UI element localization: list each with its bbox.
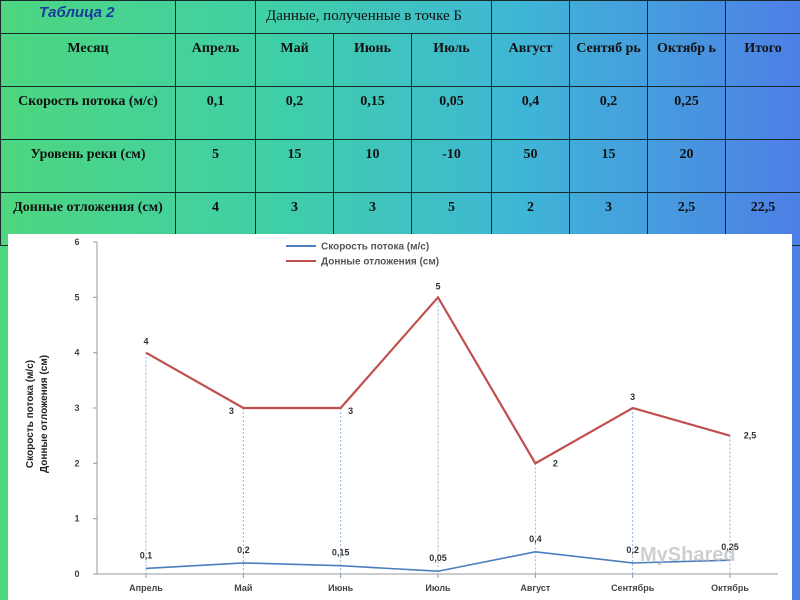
table-cell: 0,4	[491, 86, 571, 140]
y-axis-label: Скорость потока (м/с)	[25, 360, 36, 468]
data-label: 2,5	[744, 431, 757, 441]
table-cell: 0,15	[333, 86, 412, 140]
table-cell: 15	[255, 139, 334, 193]
table-row: Скорость потока (м/с) 0,1 0,2 0,15 0,05 …	[0, 86, 800, 140]
y-tick-label: 2	[74, 458, 79, 468]
table-cell: -10	[410, 139, 493, 193]
table-cell: 15	[569, 139, 649, 193]
line-chart: 0 1 2 3 4 5 6 Апрель Май Июнь Июль Август Сентябрь Ок…	[8, 234, 792, 600]
y-tick-label: 4	[74, 348, 79, 358]
data-label: 0,4	[529, 534, 542, 544]
data-label: 3	[630, 392, 635, 402]
data-label: 0,15	[332, 548, 350, 558]
table-cell: 0,2	[569, 86, 649, 140]
data-label: 4	[143, 337, 148, 347]
data-label: 0,2	[237, 545, 250, 555]
table-row: Уровень реки (см) 5 15 10 -10 50 15 20	[0, 139, 800, 193]
data-label: 0,25	[721, 542, 739, 552]
table-cell	[725, 86, 800, 140]
table-cell: 10	[333, 139, 412, 193]
x-tick-label: Июнь	[328, 583, 354, 593]
legend-label: Донные отложения (см)	[321, 257, 439, 268]
series-line	[145, 551, 731, 573]
header-cell: Июнь	[333, 33, 412, 87]
y-tick-label: 1	[74, 514, 79, 524]
legend-label: Скорость потока (м/с)	[321, 242, 429, 253]
y-tick-label: 0	[74, 569, 79, 579]
table-cell: 0,25	[647, 86, 727, 140]
data-table: Таблица 2 Данные, полученные в точке Б М…	[0, 0, 800, 246]
header-cell: Май	[255, 33, 334, 87]
series-line	[145, 295, 731, 465]
row-label: Уровень реки (см)	[0, 139, 176, 193]
table-cell: 0,1	[175, 86, 256, 140]
header-cell: Апрель	[175, 33, 256, 87]
table-caption: Таблица 2	[0, 0, 176, 34]
data-label: 3	[229, 406, 234, 416]
table-blank-cell	[647, 0, 727, 34]
data-label: 0,1	[140, 550, 153, 560]
row-label: Скорость потока (м/с)	[0, 86, 176, 140]
table-cell: 50	[491, 139, 571, 193]
header-cell: Сентяб рь	[569, 33, 649, 87]
x-tick-label: Октябрь	[711, 583, 749, 593]
header-cell: Месяц	[0, 33, 176, 87]
y-axis-label: Донные отложения (см)	[39, 355, 50, 473]
x-tick-label: Апрель	[129, 583, 163, 593]
table-cell: 5	[175, 139, 256, 193]
table-subtitle: Данные, полученные в точке Б	[254, 0, 493, 34]
data-label: 2	[553, 458, 558, 468]
data-label: 3	[348, 406, 353, 416]
table-blank-cell	[725, 0, 800, 34]
y-tick-label: 6	[74, 237, 79, 247]
x-tick-label: Сентябрь	[611, 583, 655, 593]
watermark: MyShared	[640, 544, 736, 566]
table-blank-cell	[175, 0, 256, 34]
table-cell: 0,05	[410, 86, 493, 140]
y-tick-label: 5	[74, 292, 79, 302]
table-cell	[725, 139, 800, 193]
data-label: 0,05	[429, 553, 447, 563]
table-header-row: Месяц Апрель Май Июнь Июль Август Сентяб…	[0, 33, 800, 87]
table-blank-cell	[569, 0, 649, 34]
chart-svg: 0 1 2 3 4 5 6 Апрель Май Июнь Июль Август Сентябрь Ок…	[25, 237, 778, 593]
header-cell: Октябр ь	[647, 33, 727, 87]
data-label: 5	[435, 281, 440, 291]
x-tick-label: Июль	[425, 583, 451, 593]
x-tick-label: Август	[520, 583, 551, 593]
data-label: 0,2	[626, 545, 639, 555]
table-cell: 0,2	[255, 86, 334, 140]
table-cell: 20	[647, 139, 727, 193]
table-blank-cell	[491, 0, 571, 34]
header-cell: Август	[491, 33, 571, 87]
header-cell: Итого	[725, 33, 800, 87]
header-cell: Июль	[410, 33, 493, 87]
x-tick-label: Май	[234, 583, 252, 593]
y-tick-label: 3	[74, 403, 79, 413]
